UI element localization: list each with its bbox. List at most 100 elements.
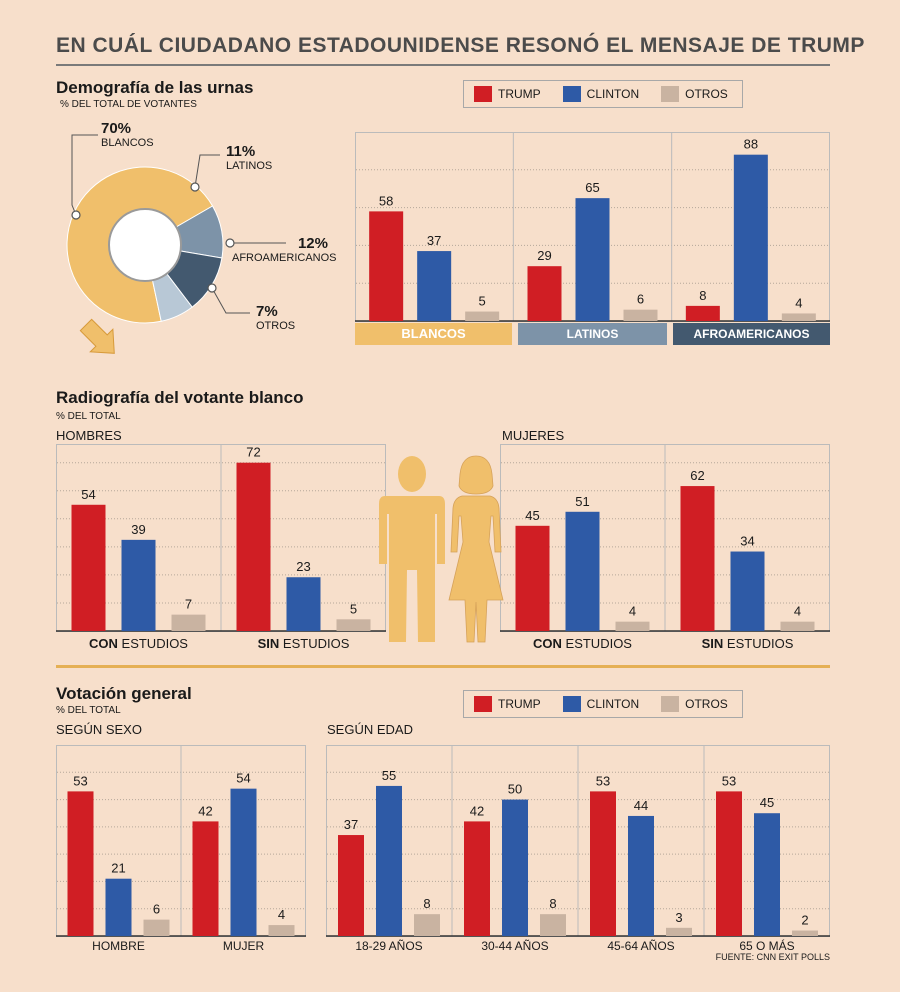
bar-clinton-blancos <box>417 251 452 321</box>
bar-otros-sin-estudios <box>780 621 815 631</box>
value-label-trump-con-estudios: 54 <box>81 487 95 502</box>
bar-trump-65-o-más <box>716 791 742 936</box>
bar-clinton-hombre <box>105 878 132 936</box>
dot-otros <box>207 283 217 293</box>
donut-chart <box>66 134 286 354</box>
pie-name-afro: AFROAMERICANOS <box>232 252 337 264</box>
pie-name-latinos: LATINOS <box>226 160 273 172</box>
pie-pct-blancos: 70% <box>101 120 132 137</box>
demografia-subtitle: % DEL TOTAL DE VOTANTES <box>60 99 197 110</box>
bar-trump-afroamericanos <box>685 305 720 321</box>
bar-clinton-18-29-años <box>376 785 402 936</box>
mujeres-cat-con: CON ESTUDIOS <box>500 636 665 651</box>
value-label-trump-con-estudios: 45 <box>525 508 539 523</box>
legend-otros: OTROS <box>661 86 728 102</box>
legend2-trump: TRUMP <box>474 696 541 712</box>
value-label-clinton-45-64-años: 44 <box>634 798 648 813</box>
bar-trump-18-29-años <box>338 835 364 936</box>
value-label-otros-con-estudios: 7 <box>185 597 192 612</box>
pie-label-afro: 12% AFROAMERICANOS <box>232 236 337 265</box>
legend-bottom: TRUMP CLINTON OTROS <box>463 690 743 718</box>
value-label-clinton-sin-estudios: 34 <box>740 534 754 549</box>
value-label-trump-sin-estudios: 62 <box>690 468 704 483</box>
value-label-trump-65-o-más: 53 <box>722 773 736 788</box>
value-label-clinton-hombre: 21 <box>111 861 125 876</box>
value-label-trump-mujer: 42 <box>198 803 212 818</box>
legend2-trump-label: TRUMP <box>498 697 541 711</box>
bar-clinton-mujer <box>230 788 257 936</box>
value-label-trump-blancos: 58 <box>379 193 393 208</box>
legend2-otros-label: OTROS <box>685 697 728 711</box>
mujeres-cat-con-rest: ESTUDIOS <box>561 636 632 651</box>
dot-latinos <box>190 182 200 192</box>
group-label-afroamericanos: AFROAMERICANOS <box>673 323 830 345</box>
mujeres-cat-sin-rest: ESTUDIOS <box>723 636 794 651</box>
bar-trump-sin-estudios <box>680 486 715 631</box>
value-label-otros-con-estudios: 4 <box>629 604 636 619</box>
value-label-otros-65-o-más: 2 <box>801 913 808 928</box>
bar-otros-sin-estudios <box>336 619 371 631</box>
bar-otros-con-estudios <box>615 621 650 631</box>
bar-clinton-afroamericanos <box>733 154 768 321</box>
bar-clinton-45-64-años <box>628 815 654 936</box>
value-label-otros-18-29-años: 8 <box>423 896 430 911</box>
category-label-mujer: MUJER <box>222 939 265 953</box>
bar-trump-con-estudios <box>515 525 550 631</box>
votacion-title: Votación general <box>56 684 192 703</box>
value-label-otros-afroamericanos: 4 <box>795 295 802 310</box>
leader-otros <box>211 287 250 314</box>
hombres-bar-chart: 54 39 7 72 23 5 <box>56 444 386 632</box>
bar-clinton-latinos <box>575 198 610 321</box>
hombres-cat-sin: SIN ESTUDIOS <box>221 636 386 651</box>
legend-clinton-swatch <box>562 86 581 102</box>
value-label-otros-sin-estudios: 5 <box>350 601 357 616</box>
silhouettes <box>379 455 504 643</box>
bar-clinton-con-estudios <box>121 539 156 631</box>
bar-trump-mujer <box>192 821 219 936</box>
value-label-clinton-afroamericanos: 88 <box>744 137 758 152</box>
hombres-cat-sin-rest: ESTUDIOS <box>279 636 350 651</box>
legend-top: TRUMP CLINTON OTROS <box>463 80 743 108</box>
hombres-cat-con-bold: CON <box>89 636 118 651</box>
pie-pct-latinos: 11% <box>226 143 256 160</box>
value-label-otros-sin-estudios: 4 <box>794 604 801 619</box>
sexo-bar-chart: 53 21 6 42 54 4 <box>56 745 306 937</box>
category-label-18-29-años: 18-29 AÑOS <box>355 939 423 953</box>
edad-bar-chart: 37 55 8 42 50 8 53 44 3 53 45 2 <box>326 745 830 937</box>
mujeres-label: MUJERES <box>502 428 565 443</box>
value-label-trump-latinos: 29 <box>537 248 551 263</box>
legend2-otros: OTROS <box>661 696 728 712</box>
legend-otros-swatch <box>661 86 680 102</box>
value-label-otros-hombre: 6 <box>153 902 160 917</box>
mujeres-cat-con-bold: CON <box>533 636 562 651</box>
donut-hole <box>108 208 182 282</box>
legend-trump-swatch <box>474 86 492 102</box>
bar-otros-latinos <box>623 309 658 321</box>
bar-trump-hombre <box>67 791 94 936</box>
title-divider <box>56 64 830 66</box>
value-label-trump-18-29-años: 37 <box>344 817 358 832</box>
hombres-cat-con-rest: ESTUDIOS <box>117 636 188 651</box>
bar-clinton-65-o-más <box>754 813 780 936</box>
value-label-clinton-30-44-años: 50 <box>508 782 522 797</box>
bar-otros-afroamericanos <box>781 313 816 321</box>
legend-clinton-label: CLINTON <box>586 87 640 101</box>
bar-trump-30-44-años <box>464 821 490 936</box>
legend2-clinton: CLINTON <box>562 696 639 712</box>
votacion-subtitle: % DEL TOTAL <box>56 705 121 716</box>
bar-otros-45-64-años <box>666 927 692 936</box>
value-label-clinton-blancos: 37 <box>427 233 441 248</box>
segun-edad-label: SEGÚN EDAD <box>327 722 413 737</box>
bar-otros-30-44-años <box>540 914 566 936</box>
bar-clinton-30-44-años <box>502 799 528 936</box>
legend2-trump-swatch <box>474 696 492 712</box>
leader-latinos <box>194 154 220 188</box>
value-label-otros-blancos: 5 <box>479 294 486 309</box>
value-label-otros-30-44-años: 8 <box>549 896 556 911</box>
value-label-trump-30-44-años: 42 <box>470 803 484 818</box>
leader-blancos <box>71 134 98 216</box>
value-label-otros-45-64-años: 3 <box>675 910 682 925</box>
radiografia-subtitle: % DEL TOTAL <box>56 411 121 422</box>
pie-label-blancos: 70% BLANCOS <box>101 120 154 150</box>
pie-name-otros: OTROS <box>256 320 296 332</box>
